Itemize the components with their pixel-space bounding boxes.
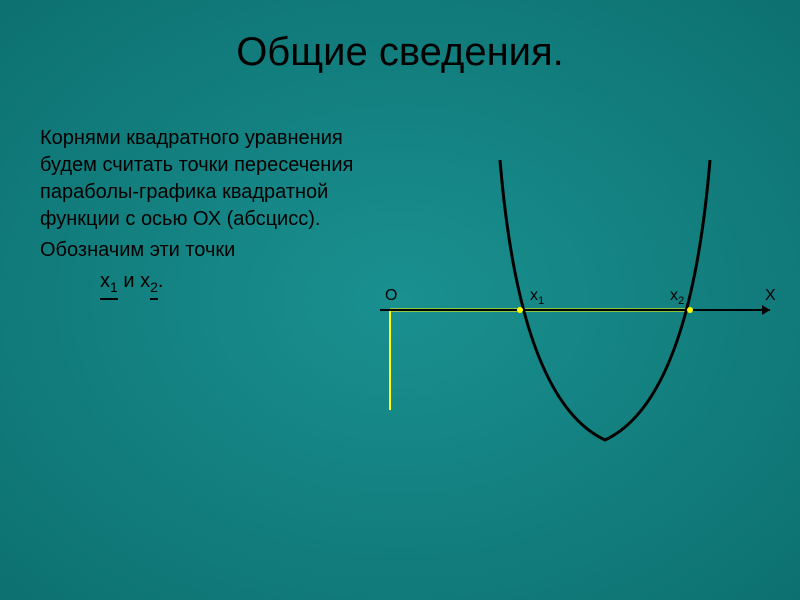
svg-text:х2: х2 <box>670 287 684 307</box>
page-title: Общие сведения. <box>0 0 800 85</box>
svg-text:О: О <box>385 287 397 304</box>
svg-text:Х: Х <box>765 287 776 304</box>
text-block: Корнями квадратного уравнения будем счит… <box>40 125 380 304</box>
root-x2: 2 <box>150 268 158 300</box>
body-paragraph-1: Корнями квадратного уравнения будем счит… <box>40 125 380 233</box>
body-paragraph-2: Обозначим эти точки <box>40 237 380 264</box>
svg-text:х1: х1 <box>530 287 544 307</box>
root-x1: х1 <box>100 268 118 300</box>
roots-notation: х1 и х2. <box>40 268 380 300</box>
parabola-diagram: О Хх1 х2 <box>370 140 790 500</box>
